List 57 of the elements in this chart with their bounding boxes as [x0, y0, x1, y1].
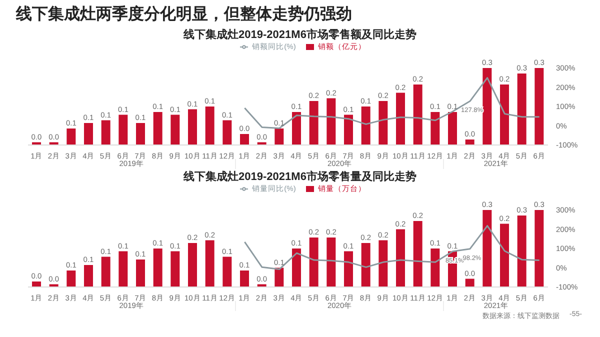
bar: [118, 251, 128, 287]
bar: [309, 238, 318, 287]
chart-title: 线下集成灶2019-2021M6市场零售量及同比走势: [182, 170, 418, 184]
bar: [517, 216, 526, 287]
bar: [413, 84, 422, 145]
bar: [534, 210, 544, 287]
bar: [170, 114, 180, 145]
bar: [396, 92, 405, 145]
bar: [344, 114, 353, 145]
bar: [517, 74, 526, 145]
bar: [430, 248, 440, 287]
bar: [500, 84, 509, 145]
bar: [378, 101, 388, 145]
bar: [66, 270, 76, 287]
chart-subtitle: 线下集成灶2019-2021M6市场零售额及同比走势: [182, 28, 418, 42]
bar: [309, 101, 318, 145]
bar: [240, 270, 249, 287]
bar: [118, 114, 128, 145]
bar: [274, 128, 284, 145]
bar: [482, 68, 492, 145]
bar: [534, 68, 544, 145]
bar: [84, 265, 93, 287]
bar: [84, 123, 93, 145]
bar: [500, 224, 509, 287]
bar: [361, 243, 370, 287]
bar: [205, 106, 214, 145]
bar: [326, 238, 336, 287]
bar: [482, 210, 492, 287]
bar: [222, 120, 232, 145]
chart-title: 线下集成灶两季度分化明显，但整体走势仍强劲: [14, 4, 353, 25]
bar: [170, 251, 180, 287]
bar: [274, 268, 284, 287]
bar: [222, 256, 232, 287]
bar: [378, 240, 388, 287]
bar: [188, 243, 197, 287]
bar: [448, 112, 457, 145]
bar: [205, 240, 214, 287]
bar: [292, 248, 301, 287]
bar: [430, 112, 440, 145]
bar: [326, 98, 336, 145]
bar: [153, 112, 162, 145]
bar: [361, 106, 370, 145]
bar: [292, 112, 301, 145]
bar: [240, 134, 249, 145]
bar: [136, 123, 145, 145]
bar: [465, 140, 474, 145]
bar: [396, 229, 405, 287]
bar: [344, 251, 353, 287]
bar: [32, 282, 41, 287]
bar: [66, 128, 76, 145]
bar: [413, 221, 422, 287]
bar: [136, 260, 145, 287]
bar: [465, 278, 474, 287]
bar: [101, 120, 110, 145]
bar: [101, 256, 110, 287]
bar: [188, 109, 197, 145]
bar: [153, 248, 162, 287]
